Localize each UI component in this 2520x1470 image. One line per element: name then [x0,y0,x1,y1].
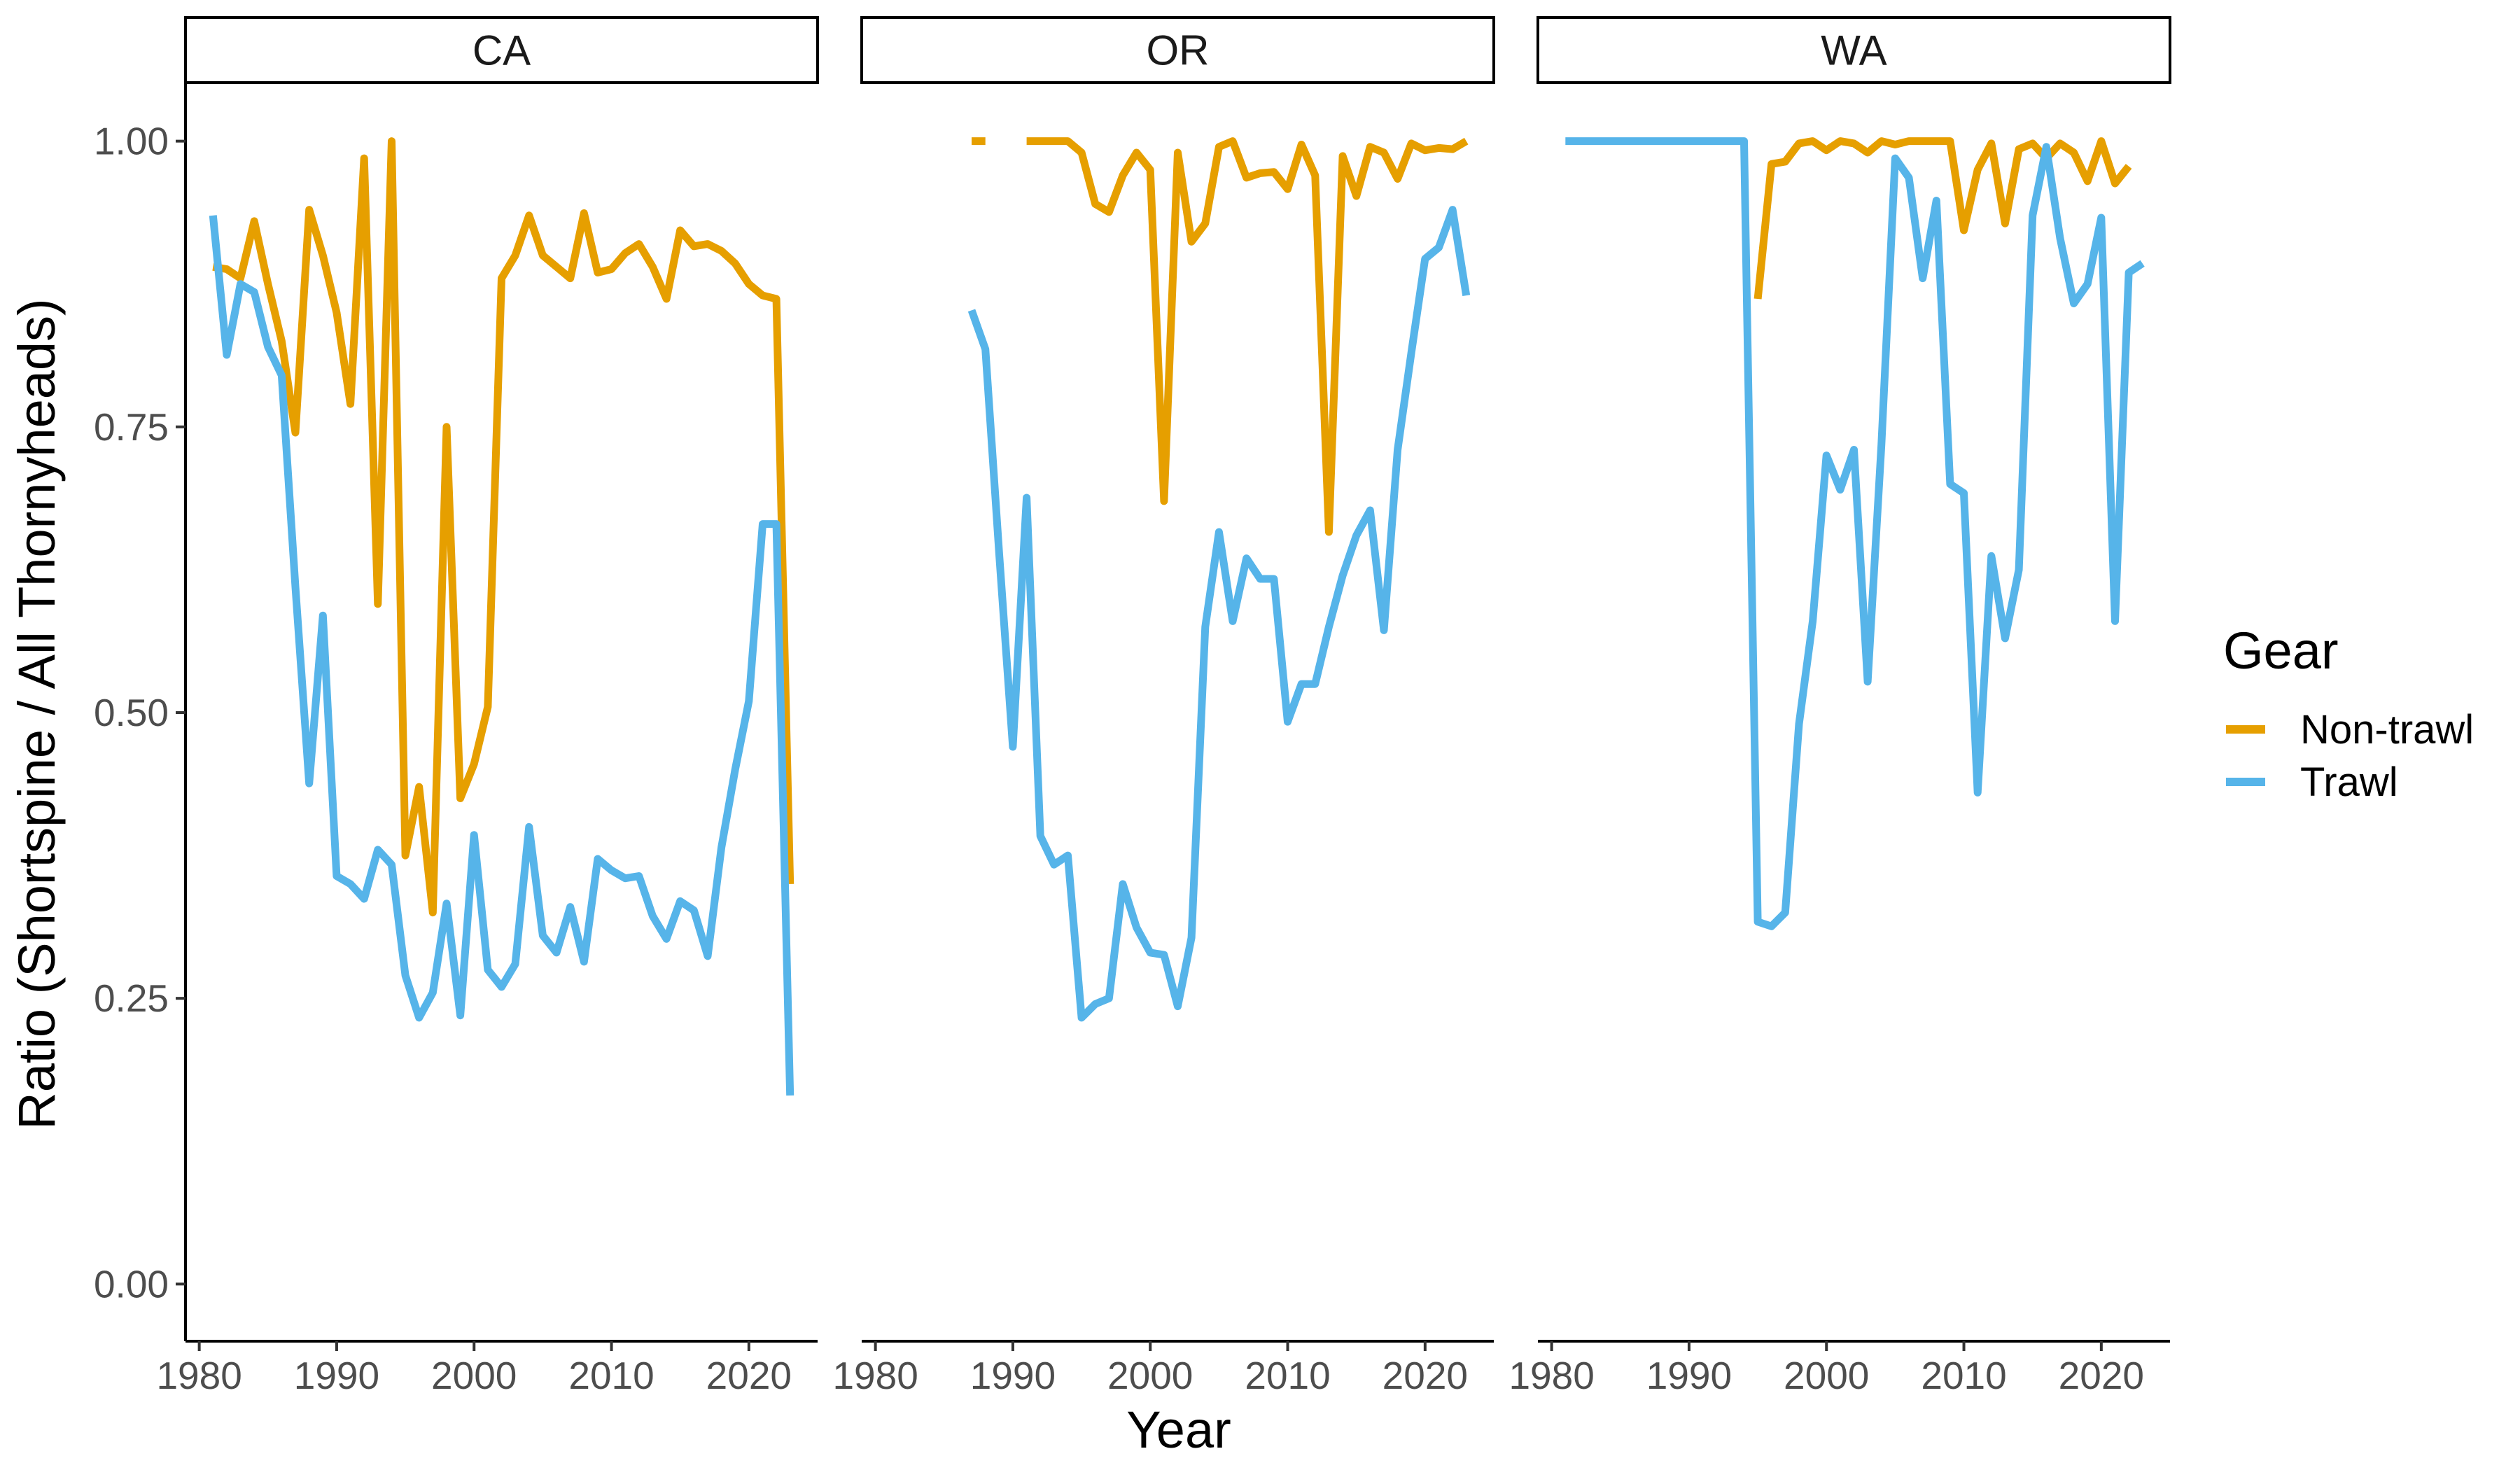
x-tick-label: 1980 [156,1354,241,1397]
x-axis-title: Year [1126,1401,1231,1459]
panel-wa: WA 1980 1990 2000 2010 2020 [1508,16,2171,1397]
x-tick-label: 2020 [2059,1354,2144,1397]
x-tick-label: 2020 [706,1354,792,1397]
y-axis-title: Ratio (Shortspine / All Thornyheads) [8,298,66,1129]
series-line-trawl [1565,137,2145,930]
x-tick-label: 2010 [1245,1354,1330,1397]
x-tick-label: 1990 [294,1354,379,1397]
x-tick-label: 2000 [431,1354,517,1397]
x-tick-label: 1990 [970,1354,1056,1397]
series-line-trawl [967,206,1471,1022]
x-tick-label: 2000 [1784,1354,1869,1397]
strip-label: WA [1821,27,1886,74]
x-tick-label: 2020 [1382,1354,1468,1397]
legend: Gear Non-trawl Trawl [2223,622,2474,805]
y-tick-label: 0.50 [94,691,169,734]
strip-box [184,16,819,84]
legend-label-non-trawl: Non-trawl [2300,707,2474,752]
x-tick-label: 1990 [1646,1354,1732,1397]
x-tick-label: 1980 [832,1354,918,1397]
x-tick-label: 1980 [1508,1354,1594,1397]
x-tick-label: 2010 [568,1354,654,1397]
x-tick-label: 2010 [1921,1354,2006,1397]
strip-box [860,16,1495,84]
legend-title: Gear [2223,622,2339,680]
series-line-non-trawl [212,137,794,917]
y-tick-label: 0.25 [94,976,169,1020]
series-line-trawl [209,215,794,1096]
x-tick-label: 2000 [1107,1354,1193,1397]
panel-or: OR 1980 1990 2000 2010 2020 [832,16,1495,1397]
strip-box [1536,16,2171,84]
legend-label-trawl: Trawl [2300,760,2398,805]
y-tick-label: 1.00 [94,120,169,163]
panels: CA 1980 1990 2000 2010 2020 0.00 0.25 0.50 0.75 1.… [94,16,2171,1397]
series-line-non-trawl [1754,137,2132,300]
y-tick-label: 0.00 [94,1262,169,1306]
strip-label: CA [472,27,531,74]
strip-label: OR [1147,27,1210,74]
y-tick-label: 0.75 [94,405,169,449]
panel-ca: CA 1980 1990 2000 2010 2020 0.00 0.25 0.50 0.75 1.… [94,16,819,1397]
series-line-non-trawl [972,137,1469,536]
